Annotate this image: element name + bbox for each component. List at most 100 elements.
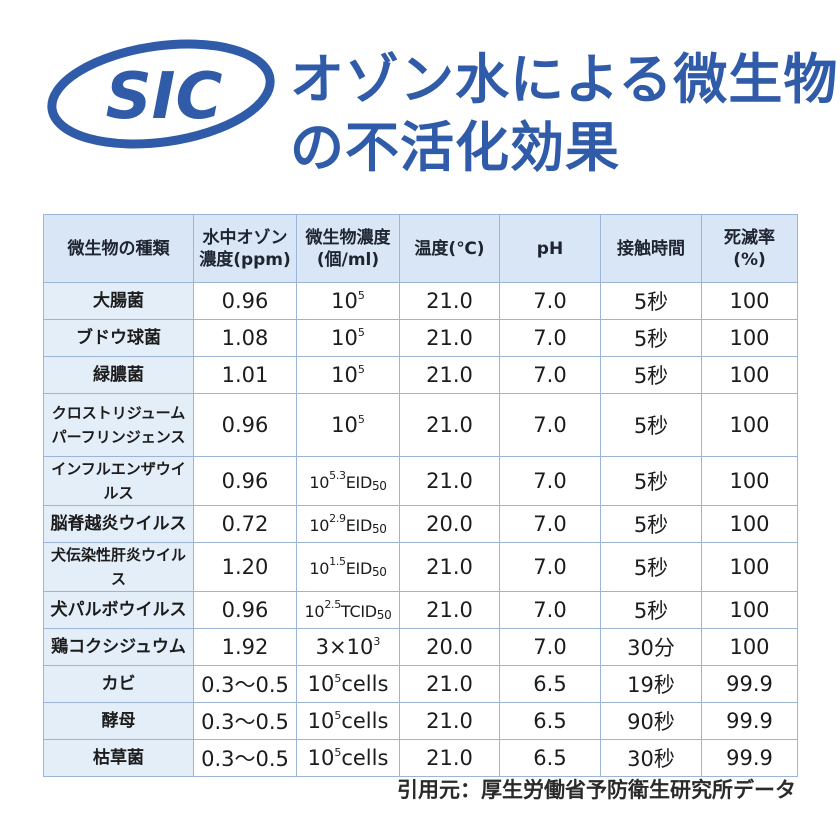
column-header-line: 死滅率	[724, 227, 775, 248]
header-row: 微生物の種類 水中オゾン 濃度(ppm) 微生物濃度 (個/ml) 温度(℃) pH 接触時間…	[43, 214, 798, 283]
concentration-exponent: 5.3	[329, 469, 346, 482]
kill-rate: 100	[701, 319, 798, 357]
concentration-base: 10	[307, 746, 335, 770]
sic-logo-graphic: SIC	[47, 39, 275, 149]
concentration-unit: EID	[345, 559, 373, 578]
microbe-concentration: 105cells	[296, 702, 400, 740]
ozone-concentration: 1.08	[193, 319, 297, 357]
microbe-name: 枯草菌	[43, 739, 194, 777]
microbe-name: 緑膿菌	[43, 356, 194, 394]
ozone-concentration: 1.92	[193, 628, 297, 666]
ozone-concentration: 1.20	[193, 542, 297, 592]
concentration-exponent: 5	[334, 672, 342, 685]
concentration-exponent: 5	[357, 413, 365, 426]
microbe-name: ブドウ球菌	[43, 319, 194, 357]
temperature: 21.0	[399, 456, 500, 506]
microbe-name: インフルエンザウイルス	[43, 456, 194, 506]
microbe-name-line: 大腸菌	[93, 291, 144, 311]
column-header-line: (個/ml)	[316, 249, 380, 270]
contact-time: 5秒	[600, 356, 702, 394]
microbe-concentration: 105	[296, 393, 400, 457]
microbe-concentration: 105cells	[296, 739, 400, 777]
concentration-base: 3×10	[315, 635, 374, 659]
contact-time: 5秒	[600, 282, 702, 320]
contact-time: 5秒	[600, 393, 702, 457]
microbe-concentration: 105	[296, 356, 400, 394]
contact-time: 19秒	[600, 665, 702, 703]
kill-rate: 100	[701, 282, 798, 320]
kill-rate: 99.9	[701, 665, 798, 703]
ph-value: 7.0	[499, 319, 601, 357]
ph-value: 7.0	[499, 393, 601, 457]
concentration-exponent: 1.5	[329, 555, 346, 568]
column-header: 微生物の種類	[43, 214, 194, 283]
concentration-exponent: 5	[357, 326, 365, 339]
column-header: 水中オゾン 濃度(ppm)	[193, 214, 297, 283]
table-row: 大腸菌 0.96 105 21.0 7.0 5秒 100	[43, 282, 798, 320]
kill-rate: 100	[701, 591, 798, 629]
column-header-line: 微生物濃度	[305, 227, 391, 248]
temperature: 20.0	[399, 628, 500, 666]
concentration-exponent: 5	[357, 363, 365, 376]
concentration-base: 10	[331, 363, 358, 387]
ozone-concentration: 0.3～0.5	[193, 739, 297, 777]
concentration-base: 10	[304, 602, 325, 621]
column-header-line: 水中オゾン	[202, 227, 288, 248]
concentration-subscript: 50	[371, 479, 387, 493]
kill-rate: 100	[701, 542, 798, 592]
kill-rate: 100	[701, 356, 798, 394]
microbe-name: 脳脊越炎ウイルス	[43, 505, 194, 543]
ozone-concentration: 0.96	[193, 591, 297, 629]
ph-value: 7.0	[499, 505, 601, 543]
microbe-name-line: 犬パルボウイルス	[50, 600, 187, 620]
concentration-base: 10	[309, 559, 330, 578]
contact-time: 30分	[600, 628, 702, 666]
ozone-concentration: 1.01	[193, 356, 297, 394]
microbe-name-line: インフルエンザウイルス	[51, 460, 186, 502]
concentration-base: 10	[331, 326, 358, 350]
table-row: クロストリジューム パーフリンジェンス 0.96 105 21.0 7.0 5秒 100	[43, 393, 798, 457]
ph-value: 7.0	[499, 356, 601, 394]
microbe-name: カビ	[43, 665, 194, 703]
concentration-subscript: 50	[371, 522, 387, 536]
table-row: 枯草菌 0.3～0.5 105cells 21.0 6.5 30秒 99.9	[43, 739, 798, 777]
temperature: 21.0	[399, 319, 500, 357]
microbe-name-line: カビ	[101, 674, 136, 694]
kill-rate: 100	[701, 505, 798, 543]
microbe-concentration: 105	[296, 319, 400, 357]
ph-value: 7.0	[499, 456, 601, 506]
ozone-concentration: 0.3～0.5	[193, 702, 297, 740]
kill-rate: 100	[701, 393, 798, 457]
column-header: 微生物濃度 (個/ml)	[296, 214, 400, 283]
microbe-name-line: ブドウ球菌	[76, 328, 161, 348]
column-header: 温度(℃)	[399, 214, 500, 283]
temperature: 21.0	[399, 665, 500, 703]
concentration-unit: EID	[345, 473, 373, 492]
column-header-line: (%)	[733, 249, 766, 270]
temperature: 21.0	[399, 542, 500, 592]
temperature: 21.0	[399, 393, 500, 457]
microbe-concentration: 105cells	[296, 665, 400, 703]
microbe-name-line: パーフリンジェンス	[51, 428, 186, 446]
microbe-name: 大腸菌	[43, 282, 194, 320]
concentration-base: 10	[331, 289, 358, 313]
microbe-name-line: 脳脊越炎ウイルス	[50, 514, 187, 534]
table-row: 犬パルボウイルス 0.96 102.5TCID50 21.0 7.0 5秒 100	[43, 591, 798, 629]
concentration-base: 10	[307, 709, 335, 733]
concentration-unit: cells	[341, 672, 389, 696]
microbe-name-line: 酵母	[101, 711, 136, 731]
kill-rate: 99.9	[701, 739, 798, 777]
concentration-unit: cells	[341, 709, 389, 733]
table-body: 大腸菌 0.96 105 21.0 7.0 5秒 100 ブドウ球菌 1.08 105 21.0 7.…	[43, 282, 798, 777]
ph-value: 7.0	[499, 282, 601, 320]
title-line-2: の不活化効果	[290, 116, 620, 179]
temperature: 20.0	[399, 505, 500, 543]
microbe-concentration: 3×103	[296, 628, 400, 666]
concentration-base: 10	[309, 473, 330, 492]
contact-time: 5秒	[600, 542, 702, 592]
table-row: 脳脊越炎ウイルス 0.72 102.9EID50 20.0 7.0 5秒 100	[43, 505, 798, 543]
contact-time: 5秒	[600, 456, 702, 506]
table-row: インフルエンザウイルス 0.96 105.3EID50 21.0 7.0 5秒 100	[43, 456, 798, 506]
concentration-exponent: 5	[334, 709, 342, 722]
concentration-exponent: 5	[357, 289, 365, 302]
